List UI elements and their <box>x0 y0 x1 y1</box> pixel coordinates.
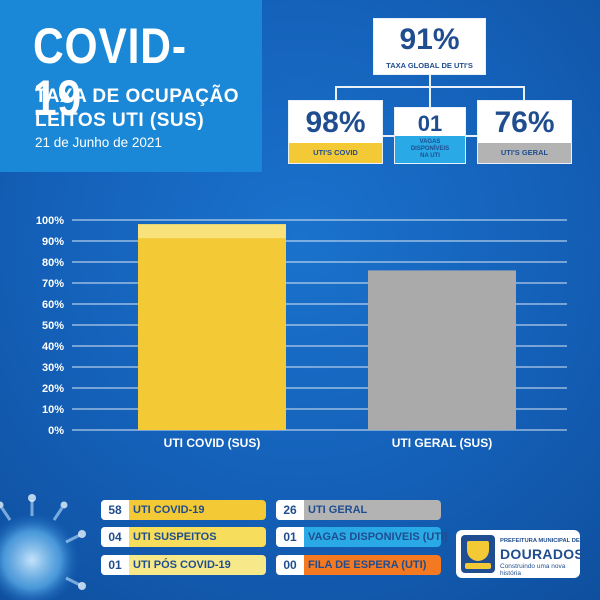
y-tick-label: 60% <box>42 299 64 311</box>
legend-label: UTI COVID-19 <box>133 504 205 516</box>
logo-line-2: DOURADOS <box>500 546 585 562</box>
vagas-label-line-2: DISPONÍVEIS <box>410 146 450 152</box>
geral-rate-label: UTI'S GERAL <box>478 143 571 163</box>
legend-count: 58 <box>101 500 129 520</box>
x-category-label: UTI COVID (SUS) <box>164 436 261 450</box>
x-category-label: UTI GERAL (SUS) <box>392 436 492 450</box>
y-tick-label: 0% <box>48 425 64 437</box>
bar-chart: 0% 10% 20% 30% 40% 50% 60% 70% 80% 90% 100% UTI COV… <box>36 215 567 450</box>
y-tick-label: 30% <box>42 362 64 374</box>
bar-uti-covid <box>138 224 286 430</box>
y-tick-label: 50% <box>42 320 64 332</box>
vagas-value: 01 <box>417 111 443 136</box>
y-tick-label: 80% <box>42 257 64 269</box>
legend-label: FILA DE ESPERA (UTI) <box>308 559 427 571</box>
vagas-label-line-1: VAGAS <box>419 139 441 145</box>
y-tick-label: 10% <box>42 404 64 416</box>
vagas-label-line-3: NA UTI <box>420 153 440 159</box>
covid-rate-label: UTI'S COVID <box>289 143 382 163</box>
legend-item: 58 UTI COVID-19 <box>101 500 266 520</box>
vagas-label: VAGAS DISPONÍVEIS NA UTI <box>395 136 465 163</box>
legend-item: 04 UTI SUSPEITOS <box>101 527 266 547</box>
prefeitura-logo: PREFEITURA MUNICIPAL DE DOURADOS Constru… <box>456 530 584 578</box>
legend-label: UTI PÓS COVID-19 <box>133 559 231 571</box>
legend-item: 26 UTI GERAL <box>276 500 441 520</box>
global-rate-box: 91% TAXA GLOBAL DE UTI'S <box>373 18 486 75</box>
legend-count: 01 <box>276 527 304 547</box>
connector-geral-down <box>523 86 525 100</box>
vagas-box: 01 VAGAS DISPONÍVEIS NA UTI <box>394 107 466 164</box>
virus-decoration <box>0 494 86 600</box>
covid-rate-value: 98% <box>305 106 366 139</box>
legend-item: 00 FILA DE ESPERA (UTI) <box>276 555 441 575</box>
connector-global-down <box>429 75 431 87</box>
legend-label: UTI SUSPEITOS <box>133 531 217 543</box>
global-rate-label: TAXA GLOBAL DE UTI'S <box>386 61 473 70</box>
connector-covid-down <box>335 86 337 100</box>
legend-count: 00 <box>276 555 304 575</box>
global-rate-value: 91% <box>399 23 460 56</box>
connector-vagas-down <box>429 86 431 107</box>
legend-label: VAGAS DISPONIVEIS (UTI) <box>308 531 448 543</box>
y-tick-label: 40% <box>42 341 64 353</box>
geral-rate-value: 76% <box>494 106 555 139</box>
report-date: 21 de Junho de 2021 <box>35 135 162 150</box>
legend-count: 04 <box>101 527 129 547</box>
page-title: COVID-19 <box>33 18 187 126</box>
title-panel: COVID-19 TAXA DE OCUPAÇÃO LEITOS UTI (SU… <box>0 0 262 172</box>
connector-covid-vagas <box>383 135 394 137</box>
connector-vagas-geral <box>466 135 477 137</box>
covid-rate-box: 98% UTI'S COVID <box>288 100 383 164</box>
legend-label: UTI GERAL <box>308 504 368 516</box>
logo-line-1: PREFEITURA MUNICIPAL DE <box>500 538 580 544</box>
logo-line-3: Construindo uma nova história <box>500 563 566 577</box>
bar-uti-covid-top-segment <box>138 224 286 239</box>
y-tick-label: 70% <box>42 278 64 290</box>
subtitle-line-2: LEITOS UTI (SUS) <box>35 110 205 131</box>
legend-count: 01 <box>101 555 129 575</box>
coat-of-arms-icon <box>461 535 495 573</box>
subtitle-line-1: TAXA DE OCUPAÇÃO <box>35 86 239 107</box>
geral-rate-box: 76% UTI'S GERAL <box>477 100 572 164</box>
bar-uti-geral <box>368 270 516 430</box>
legend-item: 01 UTI PÓS COVID-19 <box>101 555 266 575</box>
legend-item: 01 VAGAS DISPONIVEIS (UTI) <box>276 527 448 547</box>
y-tick-label: 20% <box>42 383 64 395</box>
y-tick-label: 90% <box>42 236 64 248</box>
y-tick-label: 100% <box>36 215 64 227</box>
legend-count: 26 <box>276 500 304 520</box>
